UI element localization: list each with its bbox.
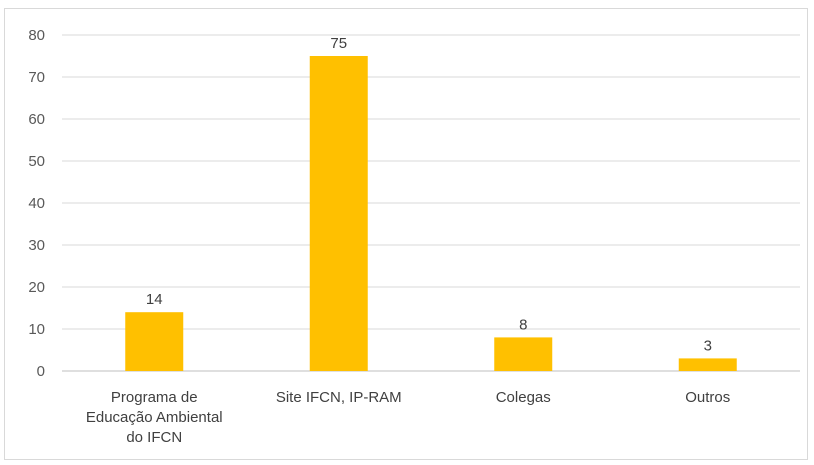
data-label: 3 xyxy=(704,337,712,354)
x-axis-category-labels: Programa de Educação Ambiental do IFCN Site… xyxy=(86,389,730,446)
bars xyxy=(125,56,737,371)
bar xyxy=(125,312,184,371)
category-label: do IFCN xyxy=(126,429,182,446)
y-tick-label: 30 xyxy=(28,237,45,254)
category-label: Site IFCN, IP-RAM xyxy=(276,389,402,406)
bar xyxy=(678,358,737,371)
y-tick-label: 80 xyxy=(28,27,45,44)
bar xyxy=(494,337,553,371)
data-labels: 14 75 8 3 xyxy=(146,35,712,354)
y-tick-label: 10 xyxy=(28,321,45,338)
y-tick-label: 0 xyxy=(37,363,45,380)
gridlines xyxy=(62,34,800,372)
y-tick-label: 60 xyxy=(28,111,45,128)
y-axis-tick-labels: 0 10 20 30 40 50 60 70 80 xyxy=(28,27,45,380)
data-label: 75 xyxy=(330,35,347,52)
category-label: Outros xyxy=(685,389,730,406)
y-tick-label: 50 xyxy=(28,153,45,170)
category-label: Educação Ambiental xyxy=(86,409,223,426)
data-label: 8 xyxy=(519,316,527,333)
bar xyxy=(309,56,368,371)
category-label: Colegas xyxy=(496,389,551,406)
y-tick-label: 40 xyxy=(28,195,45,212)
y-tick-label: 20 xyxy=(28,279,45,296)
chart-frame xyxy=(4,8,808,460)
data-label: 14 xyxy=(146,291,163,308)
category-label: Programa de xyxy=(111,389,198,406)
y-tick-label: 70 xyxy=(28,69,45,86)
